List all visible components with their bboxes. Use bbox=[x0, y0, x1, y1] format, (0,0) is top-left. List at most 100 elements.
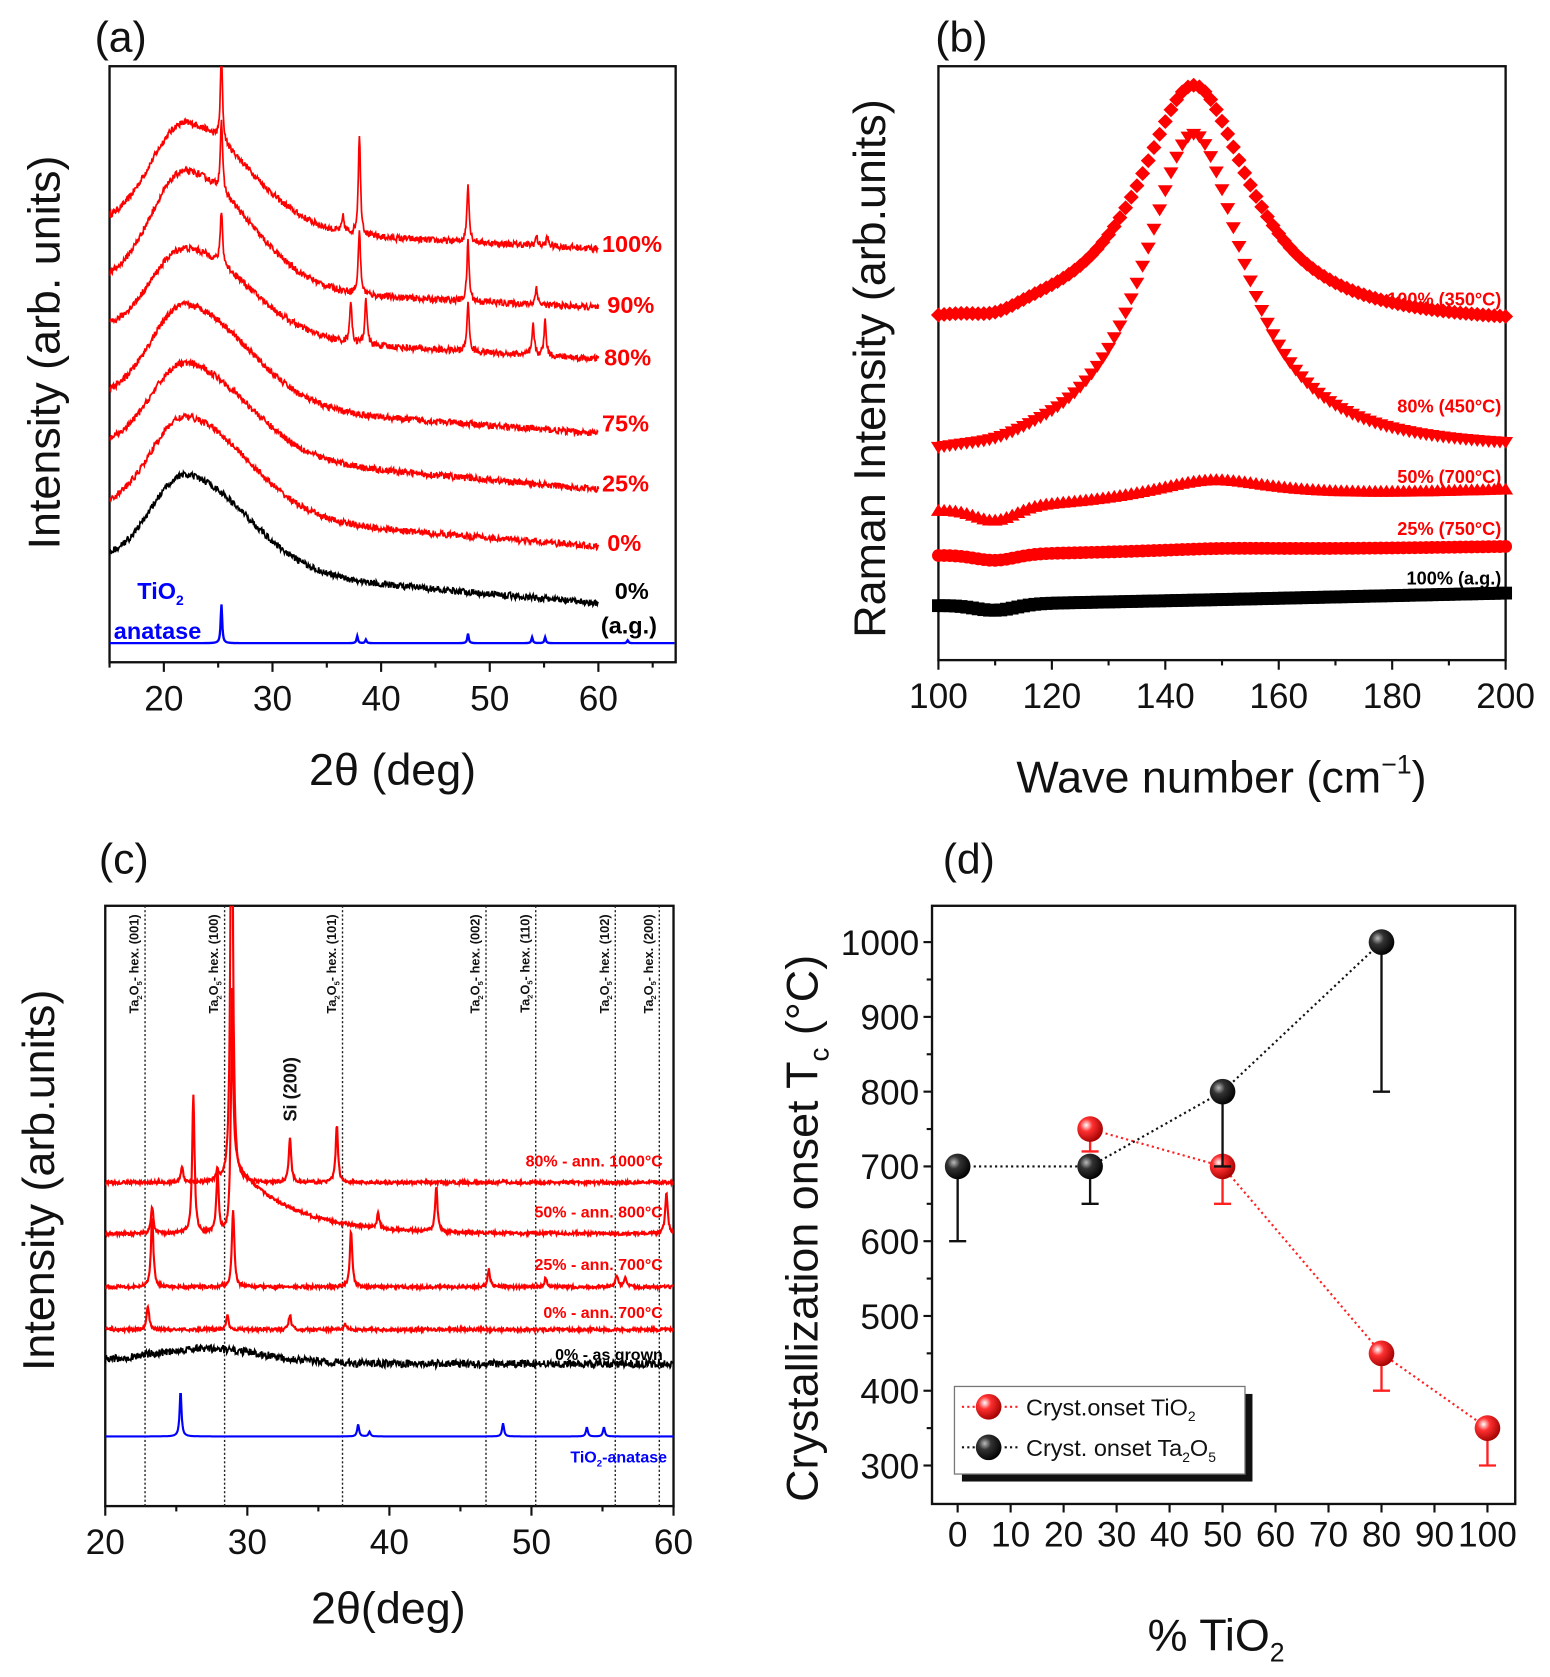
data-point bbox=[1237, 258, 1253, 271]
xrd-curve-90% bbox=[109, 119, 600, 312]
data-point bbox=[1499, 586, 1513, 600]
data-point bbox=[1271, 339, 1287, 352]
data-point-sphere bbox=[1077, 1153, 1103, 1180]
x-axis-title-b: Wave number (cm−1) bbox=[1016, 749, 1426, 802]
data-point bbox=[1174, 139, 1190, 152]
xrd-curve-25% - ann. 700°C bbox=[105, 1210, 674, 1293]
connecting-line bbox=[957, 941, 1383, 1168]
xrd-curve-0% - as grown bbox=[105, 1342, 674, 1371]
data-point bbox=[1203, 151, 1219, 164]
legend-marker bbox=[975, 1393, 1002, 1420]
panel-label-d: (d) bbox=[943, 836, 995, 884]
data-point bbox=[1106, 332, 1122, 345]
x-tick-label-b: 120 bbox=[1022, 677, 1081, 716]
data-point bbox=[1254, 305, 1270, 317]
data-point bbox=[1498, 308, 1514, 324]
data-point bbox=[1123, 293, 1139, 306]
data-point bbox=[1293, 371, 1309, 384]
y-tick-label-d: 800 bbox=[860, 1073, 919, 1112]
series-label: 0% - ann. 700°C bbox=[543, 1304, 663, 1322]
series-label: 25% bbox=[602, 470, 649, 496]
legend-label: Cryst.onset TiO2 bbox=[1026, 1394, 1196, 1424]
y-axis-title-a: Intensity (arb. units) bbox=[18, 156, 69, 550]
y-tick-label-d: 1000 bbox=[841, 924, 919, 963]
connecting-line bbox=[1089, 1128, 1489, 1429]
data-point bbox=[1146, 223, 1162, 236]
legend-box bbox=[953, 1385, 1246, 1475]
data-point bbox=[1248, 290, 1264, 303]
reflection-label: Ta2O5- hex. (101) bbox=[324, 914, 341, 1013]
data-point bbox=[1498, 482, 1514, 495]
series-label: 0% bbox=[615, 578, 649, 604]
data-point bbox=[1157, 185, 1173, 198]
xrd-curve-75% bbox=[109, 299, 599, 438]
data-point bbox=[1123, 189, 1139, 205]
data-point bbox=[1129, 178, 1145, 194]
x-tick-label-b: 100 bbox=[909, 677, 968, 716]
x-tick-label-b: 140 bbox=[1136, 677, 1195, 716]
data-point bbox=[1208, 166, 1224, 179]
panel-d: (d) Crystallization onset Tc (°C) % TiO2… bbox=[777, 836, 1517, 1668]
xrd-curve-25% bbox=[109, 357, 600, 494]
x-tick-label-d: 60 bbox=[1256, 1516, 1295, 1555]
y-tick-label-d: 500 bbox=[860, 1298, 919, 1337]
xrd-curve-0% - ann. 700°C bbox=[105, 1303, 674, 1336]
curves-c bbox=[105, 905, 674, 1438]
x-tick-label-d: 100 bbox=[1458, 1516, 1517, 1555]
reference-label: TiO2-anatase bbox=[570, 1448, 667, 1469]
data-point bbox=[1163, 167, 1179, 180]
data-point bbox=[1231, 240, 1247, 253]
y-tick-label-d: 700 bbox=[860, 1148, 919, 1187]
series-label: 50% (700°C) bbox=[1397, 467, 1501, 487]
y-tick-label-d: 900 bbox=[860, 999, 919, 1038]
x-tick-label-a: 20 bbox=[144, 679, 183, 718]
data-point bbox=[1214, 184, 1230, 197]
xrd-curve-100% bbox=[109, 66, 599, 255]
data-point bbox=[1140, 153, 1156, 169]
raman-series-80% (450°C) bbox=[930, 128, 1514, 454]
reference-label: TiO2 bbox=[137, 578, 184, 608]
data-point bbox=[1288, 246, 1304, 262]
x-tick-label-d: 40 bbox=[1150, 1516, 1189, 1555]
data-point bbox=[1118, 307, 1134, 320]
series-label: 25% (750°C) bbox=[1397, 519, 1501, 539]
data-point bbox=[1112, 320, 1128, 333]
series-sublabel: (a.g.) bbox=[601, 612, 657, 638]
panel-label-a: (a) bbox=[95, 13, 147, 61]
data-point-sphere bbox=[1368, 929, 1395, 955]
panel-label-b: (b) bbox=[935, 13, 987, 61]
data-point bbox=[1265, 329, 1281, 342]
plot-area-a bbox=[108, 65, 677, 664]
reference-pattern-anatase bbox=[109, 604, 675, 645]
series-label: 100% (a.g.) bbox=[1407, 568, 1502, 588]
data-point bbox=[1225, 222, 1241, 235]
data-point-sphere bbox=[1077, 1116, 1103, 1142]
series-label: 50% - ann. 800°C bbox=[534, 1204, 663, 1222]
x-axis-title-d: % TiO2 bbox=[1148, 1609, 1285, 1667]
x-tick-label-d: 20 bbox=[1044, 1516, 1083, 1555]
panel-b: (b) Raman Intensity (arb.units) Wave num… bbox=[844, 13, 1535, 802]
reflection-label: Ta2O5- hex. (200) bbox=[641, 914, 658, 1013]
data-point bbox=[1259, 317, 1275, 330]
data-point bbox=[1140, 242, 1156, 255]
panel-c: (c) Intensity (arb.units) 2θ(deg) Ta2O5-… bbox=[13, 836, 693, 1634]
data-point bbox=[1237, 165, 1253, 181]
reflection-label: Ta2O5- hex. (002) bbox=[468, 914, 485, 1013]
data-point bbox=[1072, 381, 1088, 394]
reflection-label: Ta2O5- hex. (102) bbox=[597, 914, 614, 1013]
data-point-sphere bbox=[1368, 1340, 1395, 1367]
data-point-sphere bbox=[1209, 1078, 1236, 1105]
x-tick-label-a: 30 bbox=[253, 679, 292, 718]
si-peak-label: Si (200) bbox=[280, 1057, 300, 1122]
data-point bbox=[1118, 200, 1134, 216]
data-point bbox=[1152, 126, 1168, 142]
y-axis-title-c: Intensity (arb.units) bbox=[13, 990, 64, 1371]
panel-a: (a) Intensity (arb. units) 2θ (deg) 100%… bbox=[18, 13, 677, 795]
data-point bbox=[1282, 357, 1298, 370]
series-label: 100% (350°C) bbox=[1387, 289, 1501, 309]
xrd-curve-50% - ann. 800°C bbox=[105, 988, 674, 1239]
y-tick-label-d: 300 bbox=[860, 1447, 919, 1486]
x-axis-title-c: 2θ(deg) bbox=[311, 1583, 466, 1634]
data-point bbox=[1248, 188, 1264, 204]
